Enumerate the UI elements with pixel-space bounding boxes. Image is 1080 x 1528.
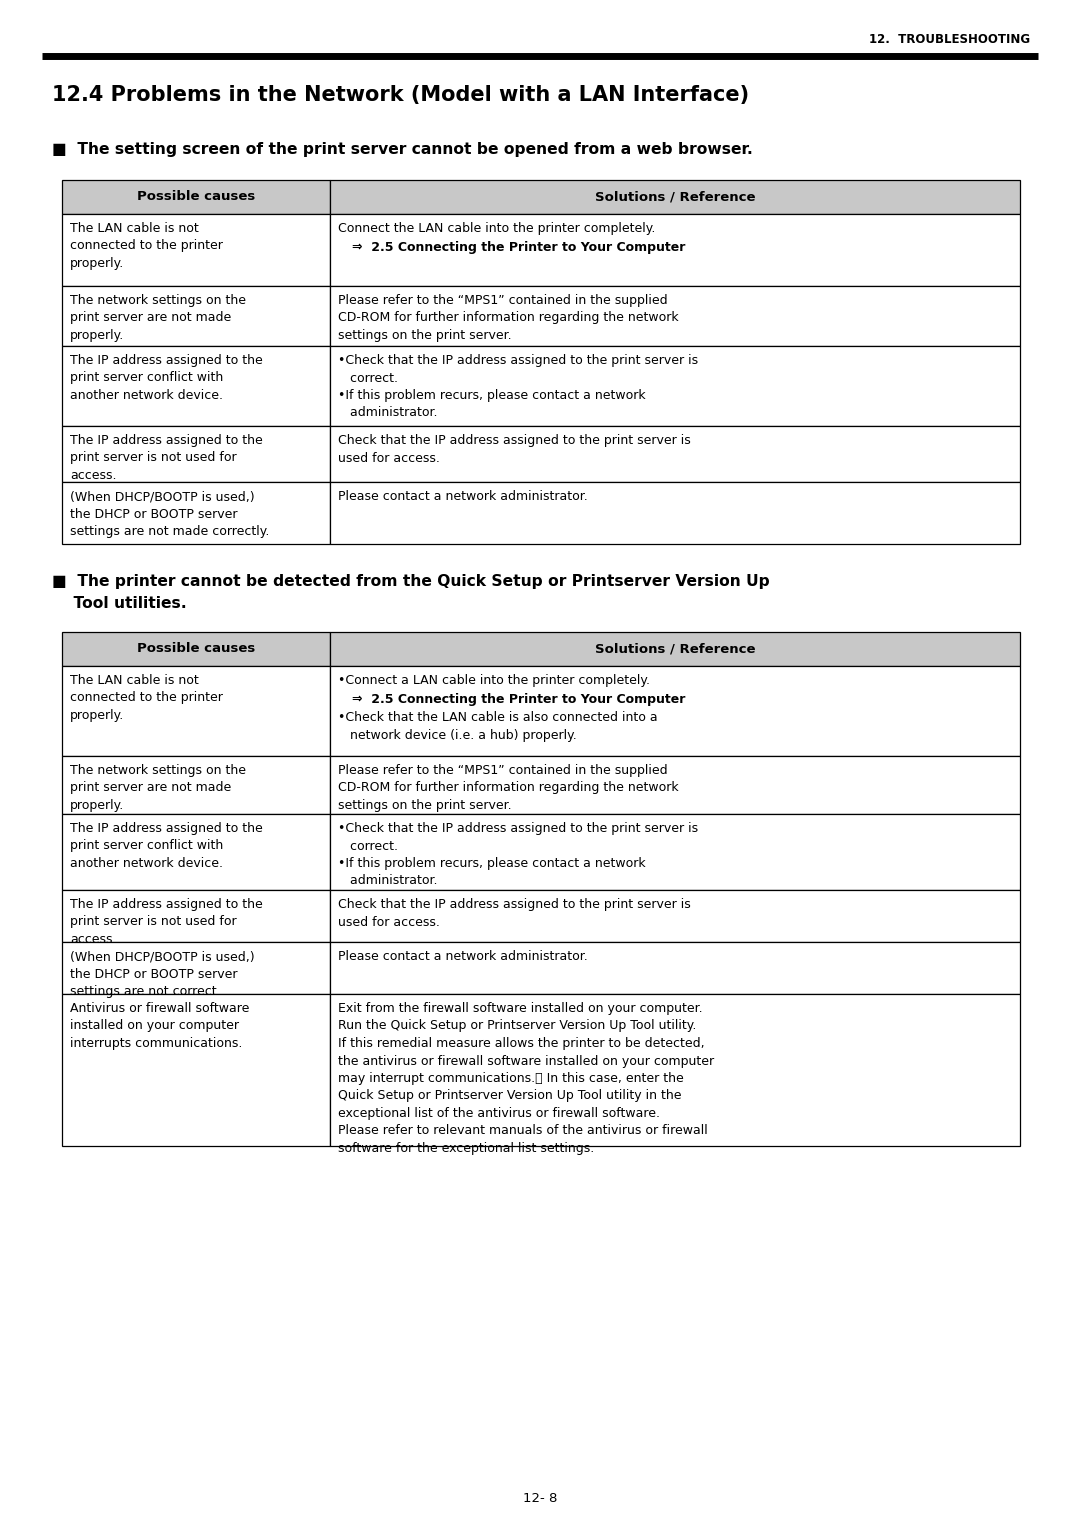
Text: ⇒  2.5 Connecting the Printer to Your Computer: ⇒ 2.5 Connecting the Printer to Your Com… — [352, 240, 686, 254]
Bar — [330, 180, 1020, 214]
Bar — [330, 814, 1020, 889]
Bar — [62, 286, 330, 345]
Bar — [62, 889, 330, 941]
Bar — [330, 995, 1020, 1146]
Text: Solutions / Reference: Solutions / Reference — [595, 642, 755, 656]
Text: The IP address assigned to the
print server is not used for
access.: The IP address assigned to the print ser… — [70, 434, 262, 481]
Bar — [330, 286, 1020, 345]
Bar — [330, 426, 1020, 481]
Text: •Check that the IP address assigned to the print server is
   correct.
•If this : •Check that the IP address assigned to t… — [338, 822, 698, 888]
Text: Solutions / Reference: Solutions / Reference — [595, 191, 755, 203]
Bar — [330, 345, 1020, 426]
Text: Check that the IP address assigned to the print server is
used for access.: Check that the IP address assigned to th… — [338, 898, 691, 929]
Text: Connect the LAN cable into the printer completely.: Connect the LAN cable into the printer c… — [338, 222, 656, 235]
Text: The network settings on the
print server are not made
properly.: The network settings on the print server… — [70, 764, 246, 811]
Text: •Connect a LAN cable into the printer completely.: •Connect a LAN cable into the printer co… — [338, 674, 650, 688]
Bar — [62, 756, 330, 814]
Text: The LAN cable is not
connected to the printer
properly.: The LAN cable is not connected to the pr… — [70, 674, 222, 723]
Text: Possible causes: Possible causes — [137, 642, 255, 656]
Text: Please contact a network administrator.: Please contact a network administrator. — [338, 490, 588, 503]
Bar — [330, 941, 1020, 995]
Text: The network settings on the
print server are not made
properly.: The network settings on the print server… — [70, 293, 246, 342]
Text: Check that the IP address assigned to the print server is
used for access.: Check that the IP address assigned to th… — [338, 434, 691, 465]
Bar — [62, 481, 330, 544]
Text: (When DHCP/BOOTP is used,)
the DHCP or BOOTP server
settings are not correct.: (When DHCP/BOOTP is used,) the DHCP or B… — [70, 950, 255, 998]
Text: (When DHCP/BOOTP is used,)
the DHCP or BOOTP server
settings are not made correc: (When DHCP/BOOTP is used,) the DHCP or B… — [70, 490, 269, 538]
Bar — [330, 481, 1020, 544]
Bar — [330, 666, 1020, 756]
Bar — [330, 889, 1020, 941]
Text: The IP address assigned to the
print server conflict with
another network device: The IP address assigned to the print ser… — [70, 354, 262, 402]
Text: Tool utilities.: Tool utilities. — [52, 596, 187, 611]
Text: The LAN cable is not
connected to the printer
properly.: The LAN cable is not connected to the pr… — [70, 222, 222, 270]
Bar — [62, 814, 330, 889]
Bar — [330, 633, 1020, 666]
Bar — [62, 995, 330, 1146]
Text: The IP address assigned to the
print server conflict with
another network device: The IP address assigned to the print ser… — [70, 822, 262, 869]
Text: •Check that the IP address assigned to the print server is
   correct.
•If this : •Check that the IP address assigned to t… — [338, 354, 698, 420]
Text: 12- 8: 12- 8 — [523, 1491, 557, 1505]
Text: Exit from the firewall software installed on your computer.
Run the Quick Setup : Exit from the firewall software installe… — [338, 1002, 714, 1155]
Bar — [62, 426, 330, 481]
Text: Please refer to the “MPS1” contained in the supplied
CD-ROM for further informat: Please refer to the “MPS1” contained in … — [338, 764, 678, 811]
Bar — [62, 180, 330, 214]
Text: Please refer to the “MPS1” contained in the supplied
CD-ROM for further informat: Please refer to the “MPS1” contained in … — [338, 293, 678, 342]
Text: The IP address assigned to the
print server is not used for
access.: The IP address assigned to the print ser… — [70, 898, 262, 946]
Text: •Check that the LAN cable is also connected into a
   network device (i.e. a hub: •Check that the LAN cable is also connec… — [338, 711, 658, 741]
Text: Possible causes: Possible causes — [137, 191, 255, 203]
Bar — [62, 941, 330, 995]
Text: 12.4 Problems in the Network (Model with a LAN Interface): 12.4 Problems in the Network (Model with… — [52, 86, 750, 105]
Bar — [62, 214, 330, 286]
Text: ⇒  2.5 Connecting the Printer to Your Computer: ⇒ 2.5 Connecting the Printer to Your Com… — [352, 692, 686, 706]
Text: ■  The setting screen of the print server cannot be opened from a web browser.: ■ The setting screen of the print server… — [52, 142, 753, 157]
Bar — [330, 756, 1020, 814]
Text: 12.  TROUBLESHOOTING: 12. TROUBLESHOOTING — [869, 34, 1030, 46]
Bar — [62, 666, 330, 756]
Bar — [62, 633, 330, 666]
Text: Antivirus or firewall software
installed on your computer
interrupts communicati: Antivirus or firewall software installed… — [70, 1002, 249, 1050]
Bar — [62, 345, 330, 426]
Bar — [330, 214, 1020, 286]
Text: Please contact a network administrator.: Please contact a network administrator. — [338, 950, 588, 963]
Text: ■  The printer cannot be detected from the Quick Setup or Printserver Version Up: ■ The printer cannot be detected from th… — [52, 575, 770, 588]
